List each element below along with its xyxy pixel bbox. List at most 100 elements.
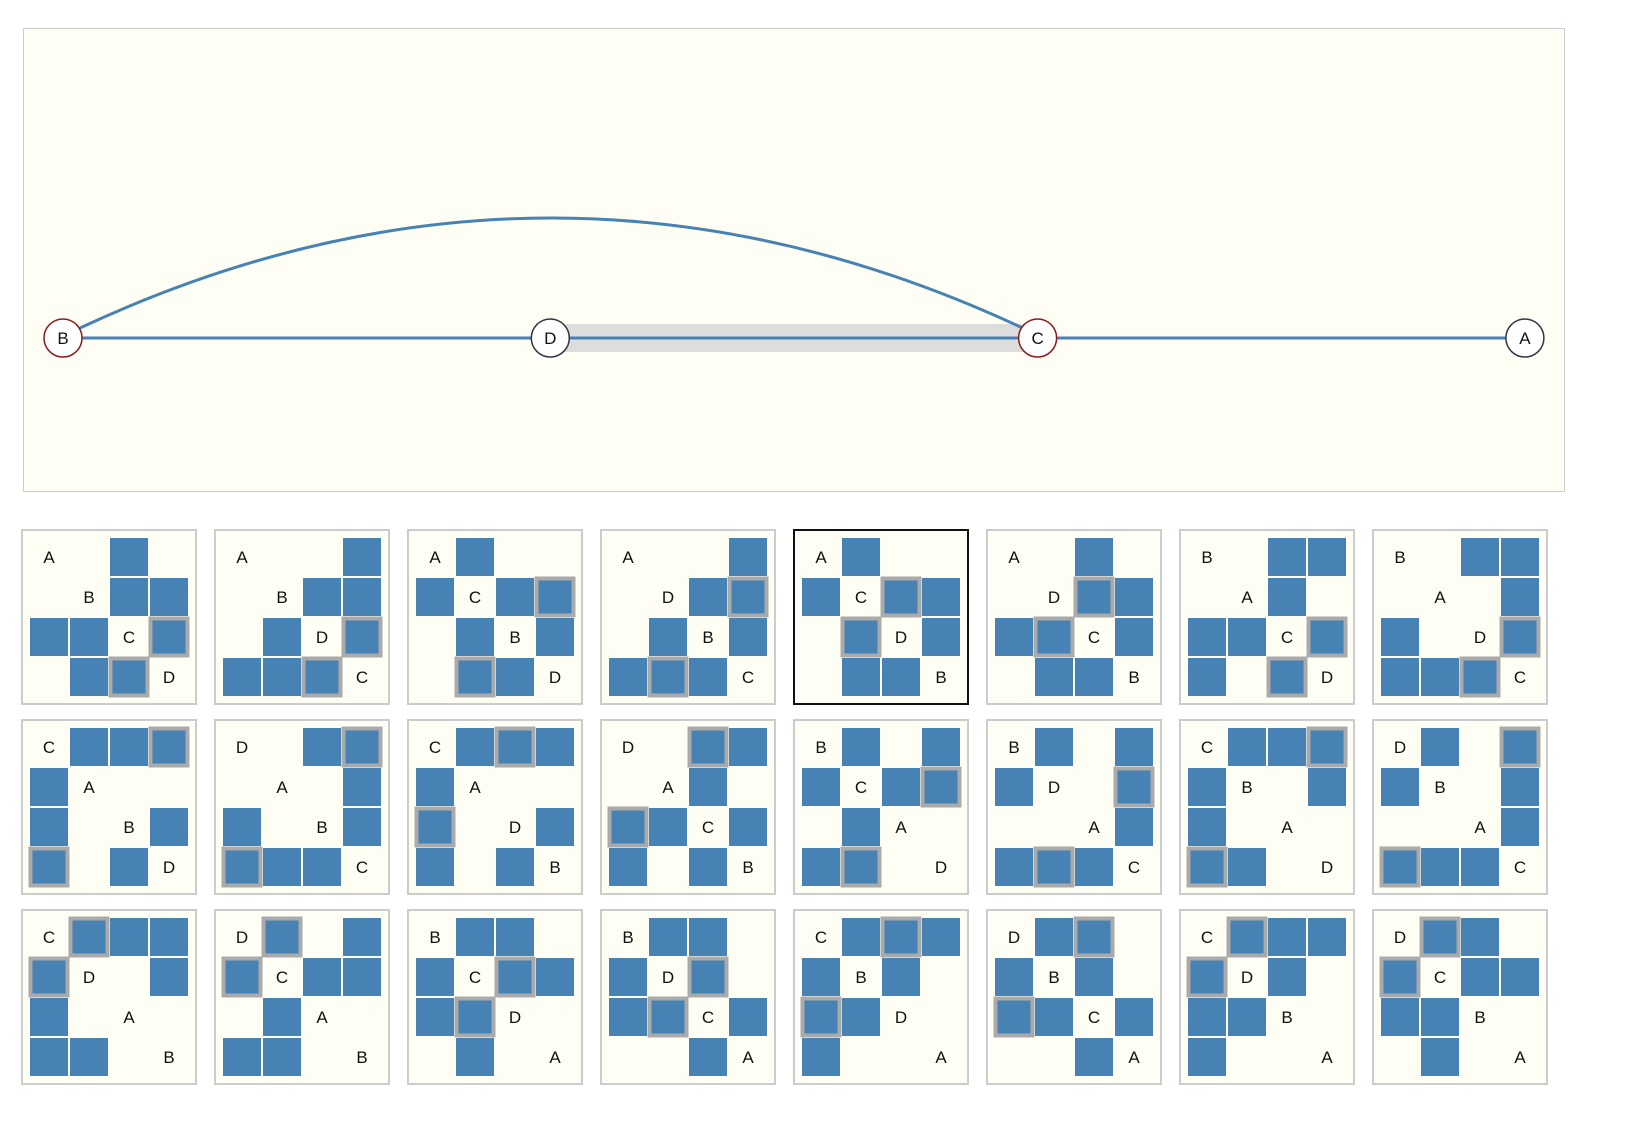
cell-D-B [496, 658, 534, 696]
cell-C-B [729, 808, 767, 846]
cell-B-C [30, 1038, 68, 1076]
diagonal-label-C: C [356, 668, 368, 687]
matrix-dcba[interactable]: D C B A [1372, 909, 1548, 1085]
cell-D-C [1421, 918, 1459, 956]
cell-C-B [496, 578, 534, 616]
matrix-bcad[interactable]: B C A D [793, 719, 969, 895]
diagonal-label-D: D [163, 668, 175, 687]
diagonal-label-C: C [855, 778, 867, 797]
cell-C-A [536, 958, 574, 996]
cell-C-A [995, 618, 1033, 656]
cell-C-B [1228, 728, 1266, 766]
cell-D-C [729, 578, 767, 616]
matrix-dcab[interactable]: D C A B [214, 909, 390, 1085]
diagonal-label-B: B [1201, 548, 1212, 567]
cell-D-C [689, 728, 727, 766]
cell-D-C [1075, 918, 1113, 956]
matrix-acbd[interactable]: A C B D [407, 529, 583, 705]
matrix-cells: A D B C [609, 538, 769, 698]
matrix-cadb[interactable]: C A D B [407, 719, 583, 895]
matrix-acdb[interactable]: A C D B [793, 529, 969, 705]
highlighted-cell-outline [341, 726, 383, 768]
matrix-bdca[interactable]: B D C A [600, 909, 776, 1085]
cell-B-D [1035, 728, 1073, 766]
cell-D-B [536, 808, 574, 846]
diagonal-label-B: B [935, 668, 946, 687]
diagonal-label-B: B [276, 588, 287, 607]
highlighted-cell-outline [454, 656, 496, 698]
node-C[interactable]: C [1017, 318, 1058, 358]
matrix-bacd[interactable]: B A C D [1179, 529, 1355, 705]
matrix-dabc[interactable]: D A B C [214, 719, 390, 895]
highlighted-cell-outline [68, 916, 110, 958]
cell-C-B [995, 848, 1033, 886]
matrix-bdac[interactable]: B D A C [986, 719, 1162, 895]
matrix-cbad[interactable]: C B A D [1179, 719, 1355, 895]
matrix-adbc[interactable]: A D B C [600, 529, 776, 705]
matrix-badc[interactable]: B A D C [1372, 529, 1548, 705]
diagonal-label-A: A [1008, 548, 1020, 567]
diagonal-label-D: D [622, 738, 634, 757]
highlighted-cell-outline [1419, 916, 1461, 958]
node-label: B [57, 329, 68, 348]
node-D[interactable]: D [530, 318, 571, 358]
cell-C-B [536, 728, 574, 766]
cell-A-C [1268, 578, 1306, 616]
node-B[interactable]: B [43, 318, 83, 358]
cell-C-A [802, 578, 840, 616]
cell-C-A [110, 918, 148, 956]
matrix-adcb[interactable]: A D C B [986, 529, 1162, 705]
diagonal-label-D: D [1394, 738, 1406, 757]
cell-B-D [995, 958, 1033, 996]
cell-C-A [1461, 848, 1499, 886]
highlighted-cell-outline [687, 726, 729, 768]
matrix-cbda[interactable]: C B D A [793, 909, 969, 1085]
cell-B-D [496, 918, 534, 956]
cell-C-D [496, 958, 534, 996]
highlighted-cell-outline [221, 846, 263, 888]
cell-B-D [496, 848, 534, 886]
matrix-abdc[interactable]: A B D C [214, 529, 390, 705]
diagonal-label-B: B [1474, 1008, 1485, 1027]
cell-C-A [729, 998, 767, 1036]
matrix-bcda[interactable]: B C D A [407, 909, 583, 1085]
cell-D-B [416, 998, 454, 1036]
cell-C-B [343, 958, 381, 996]
cell-C-B [1115, 618, 1153, 656]
matrix-cells: B A D C [1381, 538, 1541, 698]
matrix-cdab[interactable]: C D A B [21, 909, 197, 1085]
matrix-dacb[interactable]: D A C B [600, 719, 776, 895]
cell-C-D [649, 998, 687, 1036]
cell-B-C [1421, 998, 1459, 1036]
cell-D-B [343, 918, 381, 956]
highlighted-cell-outline [148, 616, 190, 658]
diagonal-label-C: C [276, 968, 288, 987]
matrix-cabd[interactable]: C A B D [21, 719, 197, 895]
cell-C-B [1188, 618, 1226, 656]
diagonal-label-B: B [1048, 968, 1059, 987]
cell-D-B [150, 958, 188, 996]
cell-B-D [1308, 768, 1346, 806]
node-A[interactable]: A [1505, 318, 1545, 358]
matrix-cells: D C A B [221, 916, 381, 1076]
cell-D-B [1421, 728, 1459, 766]
matrix-cells: B D A C [995, 728, 1155, 888]
diagonal-label-A: A [622, 548, 634, 567]
cell-D-C [30, 958, 68, 996]
cell-A-C [263, 998, 301, 1036]
cell-A-C [1421, 1038, 1459, 1076]
cell-C-D [223, 848, 261, 886]
diagonal-label-D: D [935, 858, 947, 877]
matrix-dbac[interactable]: D B A C [1372, 719, 1548, 895]
cell-C-A [649, 808, 687, 846]
cell-A-C [343, 768, 381, 806]
cell-A-C [1075, 1038, 1113, 1076]
highlighted-cell-outline [28, 956, 70, 998]
diagonal-label-B: B [1241, 778, 1252, 797]
matrix-dbca[interactable]: D B C A [986, 909, 1162, 1085]
cell-B-C [689, 918, 727, 956]
matrix-cdba[interactable]: C D B A [1179, 909, 1355, 1085]
diagonal-label-C: C [429, 738, 441, 757]
matrix-abcd[interactable]: A B C D [21, 529, 197, 705]
diagonal-label-B: B [123, 818, 134, 837]
